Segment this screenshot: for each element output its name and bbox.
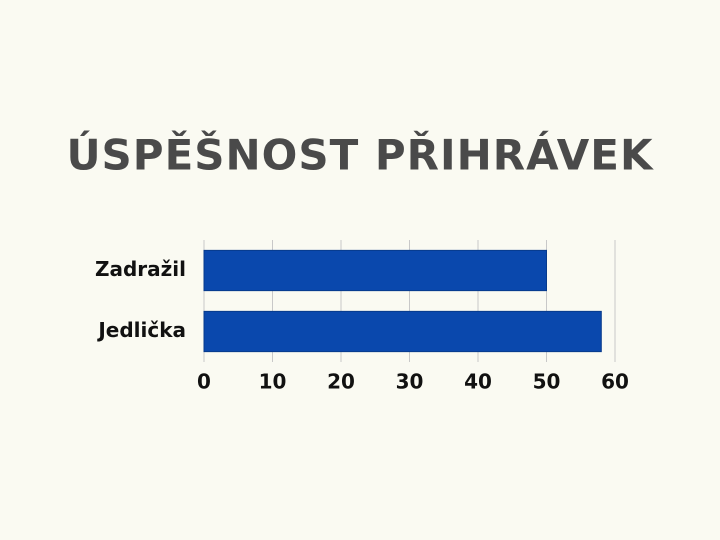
x-tick-label: 50: [533, 370, 561, 394]
bar: [203, 249, 547, 292]
x-tick-label: 10: [259, 370, 287, 394]
x-tick-label: 60: [601, 370, 629, 394]
bar: [203, 310, 602, 353]
x-tick-label: 0: [197, 370, 211, 394]
x-tick-label: 30: [396, 370, 424, 394]
x-tick-label: 20: [327, 370, 355, 394]
y-tick-label: Zadražil: [95, 257, 186, 281]
chart-title: ÚSPĚŠNOST PŘIHRÁVEK: [66, 130, 654, 180]
y-tick-label: Jedlička: [96, 318, 186, 342]
x-tick-label: 40: [464, 370, 492, 394]
